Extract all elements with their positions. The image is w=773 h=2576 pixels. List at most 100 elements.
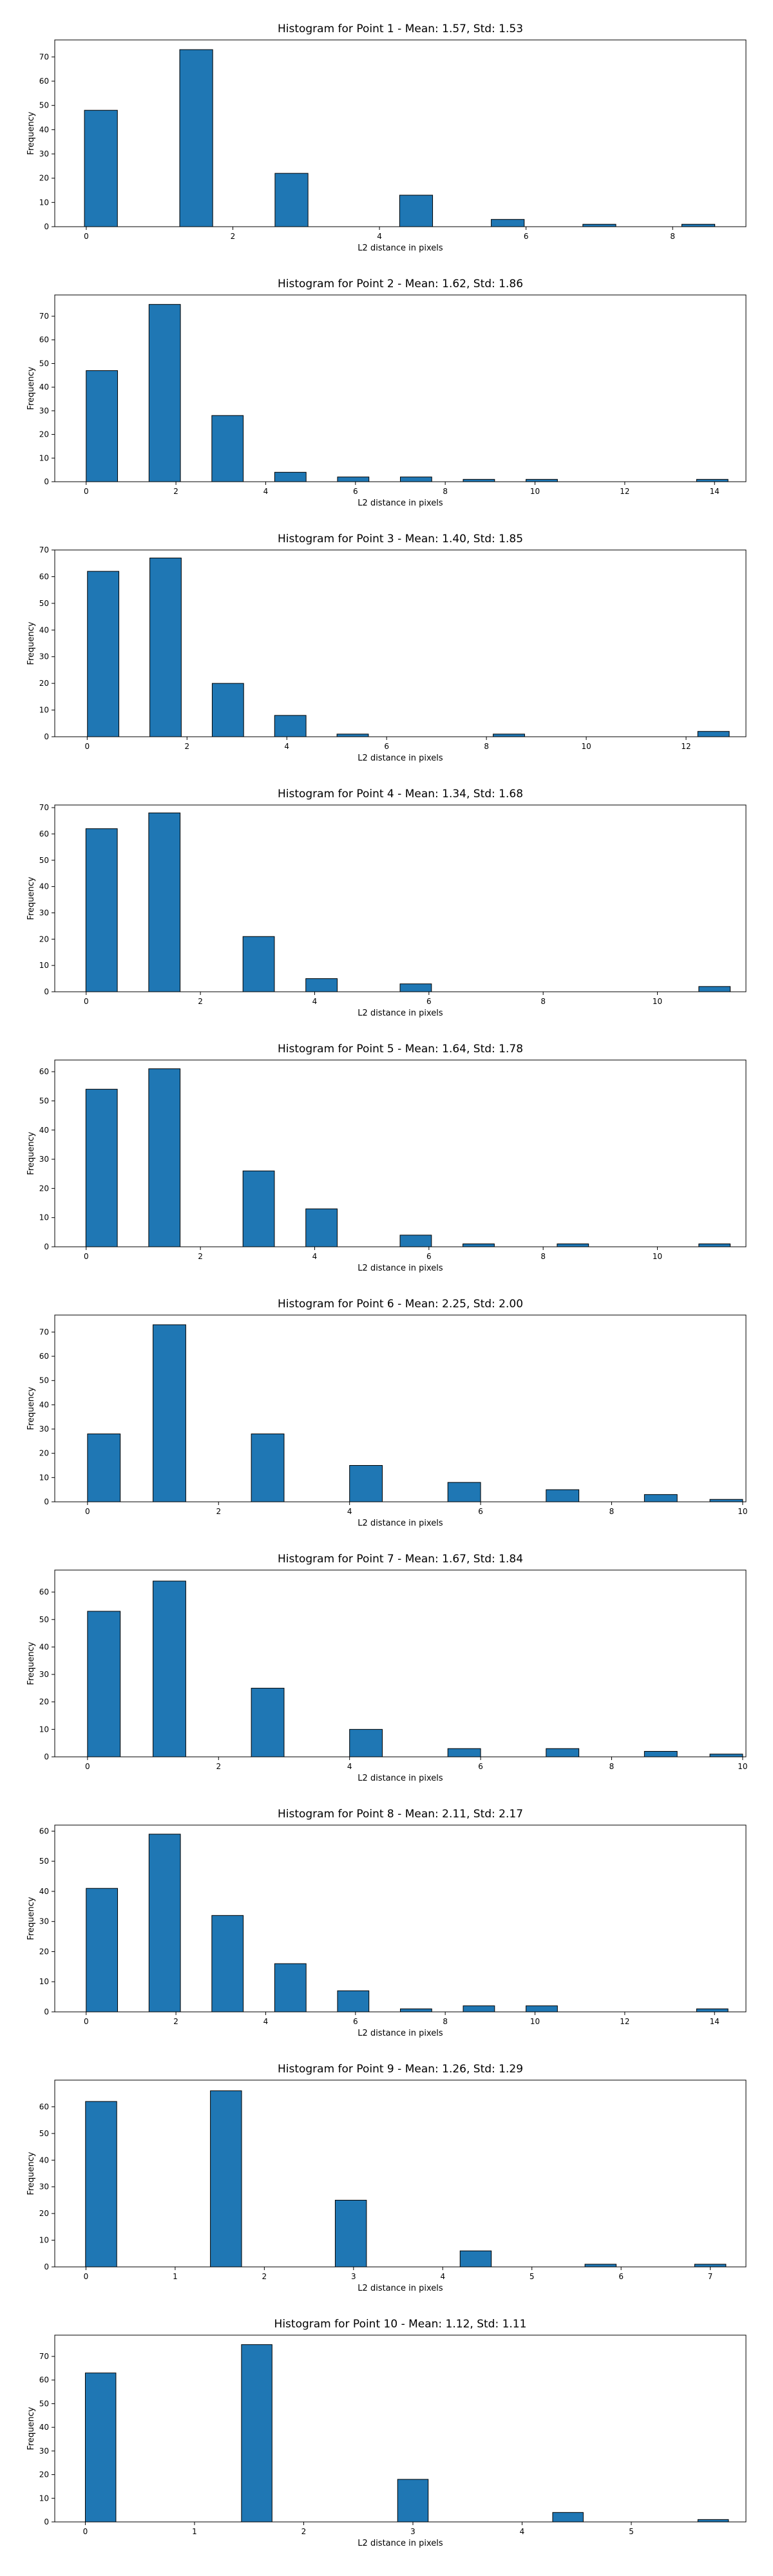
y-axis-label: Frequency xyxy=(26,1132,36,1175)
x-axis-label: L2 distance in pixels xyxy=(358,1774,443,1783)
y-tick-label: 40 xyxy=(39,1887,49,1896)
x-axis-label: L2 distance in pixels xyxy=(358,753,443,763)
x-tick-label: 4 xyxy=(263,2017,269,2026)
x-tick-label: 4 xyxy=(312,997,318,1006)
histogram-bar xyxy=(274,715,307,737)
y-tick-label: 30 xyxy=(39,908,49,917)
y-tick-label: 40 xyxy=(39,1642,49,1651)
y-tick-label: 20 xyxy=(39,2209,49,2218)
x-axis-label: L2 distance in pixels xyxy=(358,498,443,508)
y-tick-label: 40 xyxy=(39,882,49,891)
x-tick-label: 8 xyxy=(443,2017,448,2026)
x-tick-label: 8 xyxy=(540,997,546,1006)
histogram-bar xyxy=(148,1833,181,2012)
histogram-bar xyxy=(211,683,244,737)
y-tick-label: 40 xyxy=(39,383,49,392)
x-axis-label: L2 distance in pixels xyxy=(358,1519,443,1528)
plot-frame xyxy=(54,2079,747,2268)
histogram-bar xyxy=(552,2512,584,2523)
plot-frame xyxy=(54,1059,747,1247)
y-tick-label: 30 xyxy=(39,652,49,661)
plot-frame xyxy=(54,2334,747,2523)
x-tick-label: 2 xyxy=(231,232,236,241)
y-tick-label: 60 xyxy=(39,1826,49,1835)
histogram-bar xyxy=(709,1754,743,1757)
histogram-chart: Histogram for Point 6 - Mean: 2.25, Std:… xyxy=(26,1298,748,1528)
x-tick-label: 12 xyxy=(681,742,691,751)
histogram-chart: Histogram for Point 8 - Mean: 2.11, Std:… xyxy=(26,1808,747,2038)
y-tick-label: 20 xyxy=(39,1449,49,1458)
y-tick-label: 0 xyxy=(44,477,49,486)
y-tick-label: 0 xyxy=(44,1497,49,1506)
x-tick-label: 8 xyxy=(443,487,448,496)
y-tick-label: 60 xyxy=(39,2376,49,2385)
histogram-chart: Histogram for Point 2 - Mean: 1.62, Std:… xyxy=(26,278,747,508)
x-tick-label: 4 xyxy=(377,232,382,241)
plot-frame xyxy=(54,39,747,227)
y-tick-label: 0 xyxy=(44,2517,49,2526)
y-tick-label: 50 xyxy=(39,2399,49,2408)
x-axis-label: L2 distance in pixels xyxy=(358,243,443,253)
plot-frame xyxy=(54,1569,747,1757)
histogram-bar xyxy=(148,1068,181,1247)
x-tick-label: 0 xyxy=(84,997,89,1006)
x-tick-label: 10 xyxy=(581,742,591,751)
x-tick-label: 0 xyxy=(84,1252,89,1261)
x-axis-label: L2 distance in pixels xyxy=(358,2029,443,2038)
x-tick-label: 4 xyxy=(263,487,269,496)
y-axis-label: Frequency xyxy=(26,621,36,665)
x-tick-label: 6 xyxy=(618,2272,624,2281)
x-tick-label: 12 xyxy=(620,2017,629,2026)
histogram-chart: Histogram for Point 9 - Mean: 1.26, Std:… xyxy=(26,2063,747,2293)
y-tick-label: 0 xyxy=(44,2007,49,2016)
x-tick-label: 1 xyxy=(192,2527,197,2536)
chart-title: Histogram for Point 10 - Mean: 1.12, Std… xyxy=(274,2318,527,2331)
histogram-bar xyxy=(399,1235,432,1247)
histogram-bar xyxy=(697,731,730,737)
x-axis-label: L2 distance in pixels xyxy=(358,2539,443,2548)
histogram-bar xyxy=(305,1208,338,1247)
chart-title: Histogram for Point 1 - Mean: 1.57, Std:… xyxy=(278,23,523,35)
x-tick-label: 8 xyxy=(670,232,675,241)
histogram-bar xyxy=(153,1324,186,1502)
chart-title: Histogram for Point 3 - Mean: 1.40, Std:… xyxy=(278,533,523,545)
y-axis-label: Frequency xyxy=(26,366,36,410)
x-axis-label: L2 distance in pixels xyxy=(358,1264,443,1273)
x-tick-label: 8 xyxy=(540,1252,546,1261)
y-tick-label: 50 xyxy=(39,359,49,368)
histogram-chart: Histogram for Point 4 - Mean: 1.34, Std:… xyxy=(26,788,747,1018)
x-tick-label: 0 xyxy=(85,1762,90,1771)
histogram-bar xyxy=(447,1748,481,1757)
y-tick-label: 50 xyxy=(39,101,49,110)
y-tick-label: 30 xyxy=(39,1917,49,1926)
x-tick-label: 2 xyxy=(198,997,203,1006)
histogram-bar xyxy=(546,1748,580,1757)
histogram-bar xyxy=(546,1489,580,1502)
histogram-chart: Histogram for Point 10 - Mean: 1.12, Std… xyxy=(26,2318,747,2548)
y-tick-label: 30 xyxy=(39,2447,49,2456)
chart-title: Histogram for Point 2 - Mean: 1.62, Std:… xyxy=(278,278,523,290)
x-tick-label: 3 xyxy=(351,2272,356,2281)
y-tick-label: 40 xyxy=(39,2423,49,2432)
y-tick-label: 40 xyxy=(39,625,49,634)
x-tick-label: 2 xyxy=(184,742,189,751)
y-tick-label: 10 xyxy=(39,961,49,970)
histogram-bar xyxy=(463,1243,495,1247)
y-tick-label: 30 xyxy=(39,2183,49,2192)
x-tick-label: 0 xyxy=(85,1507,90,1516)
histogram-bar xyxy=(557,1243,589,1247)
x-tick-label: 6 xyxy=(426,1252,432,1261)
chart-title: Histogram for Point 5 - Mean: 1.64, Std:… xyxy=(278,1043,523,1056)
chart-title: Histogram for Point 6 - Mean: 2.25, Std:… xyxy=(278,1298,523,1311)
x-tick-label: 2 xyxy=(216,1762,221,1771)
y-tick-label: 10 xyxy=(39,2236,49,2245)
y-axis-label: Frequency xyxy=(26,2152,36,2195)
x-tick-label: 8 xyxy=(484,742,489,751)
x-axis-label: L2 distance in pixels xyxy=(358,1009,443,1018)
histogram-bar xyxy=(211,415,244,482)
y-tick-label: 40 xyxy=(39,1126,49,1135)
x-tick-label: 3 xyxy=(410,2527,415,2536)
y-tick-label: 10 xyxy=(39,1213,49,1222)
y-tick-label: 0 xyxy=(44,987,49,996)
